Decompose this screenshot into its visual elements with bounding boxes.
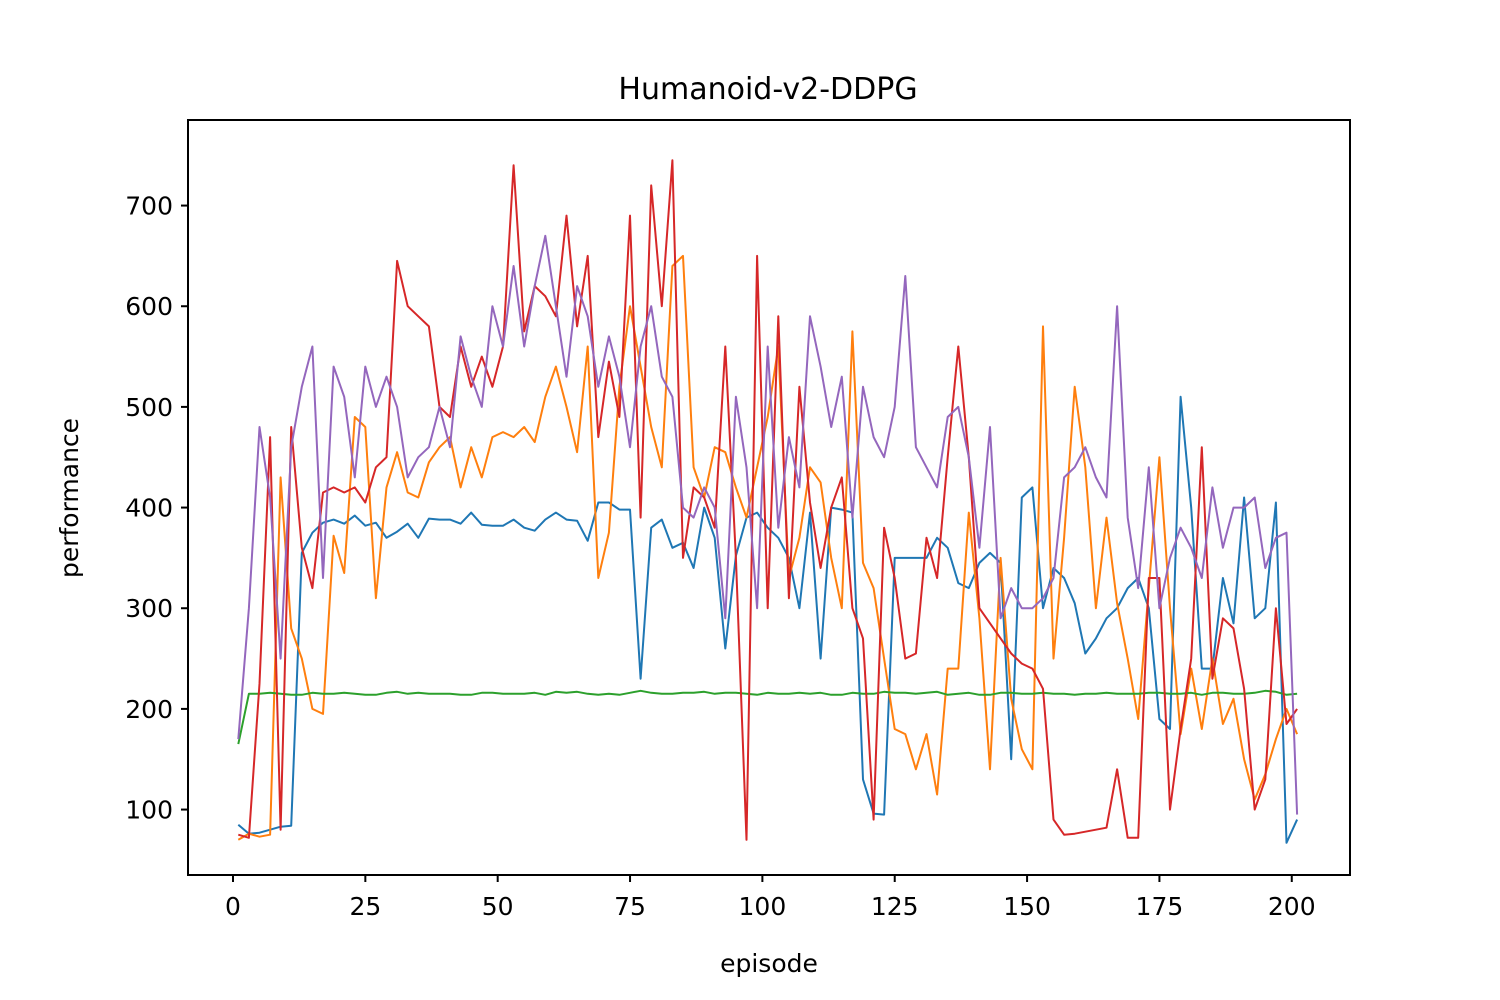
x-tick-label: 50 xyxy=(482,892,514,921)
series-line-3 xyxy=(237,689,1298,745)
x-tick-label: 100 xyxy=(739,892,787,921)
x-axis: 0 25 50 75 100 125 150 175 200 xyxy=(225,875,1316,921)
y-tick-label: 100 xyxy=(125,796,173,825)
x-tick-label: 25 xyxy=(349,892,381,921)
y-axis-label: performance xyxy=(55,418,84,578)
x-tick-label: 0 xyxy=(225,892,241,921)
x-tick-label: 200 xyxy=(1268,892,1316,921)
series-line-1 xyxy=(237,395,1299,844)
y-tick-label: 300 xyxy=(125,594,173,623)
y-tick-label: 200 xyxy=(125,695,173,724)
x-tick-label: 175 xyxy=(1136,892,1184,921)
series-line-2 xyxy=(237,254,1299,841)
x-tick-label: 125 xyxy=(871,892,919,921)
x-axis-label: episode xyxy=(720,949,818,978)
plot-area xyxy=(237,159,1299,844)
y-tick-label: 600 xyxy=(125,292,173,321)
plot-frame xyxy=(187,119,1351,876)
chart-title: Humanoid-v2-DDPG xyxy=(618,72,917,107)
y-axis: 100 200 300 400 500 600 700 xyxy=(125,192,188,825)
y-tick-label: 400 xyxy=(125,494,173,523)
series-line-4 xyxy=(238,159,1298,841)
x-tick-label: 150 xyxy=(1003,892,1051,921)
y-tick-label: 700 xyxy=(125,192,173,221)
y-tick-label: 500 xyxy=(125,393,173,422)
x-tick-label: 75 xyxy=(614,892,646,921)
series-line-5 xyxy=(237,234,1299,815)
